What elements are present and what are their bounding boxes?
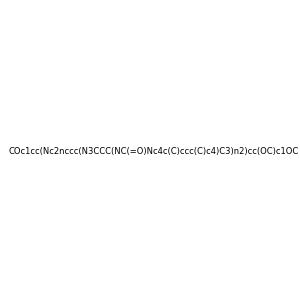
Text: COc1cc(Nc2nccc(N3CCC(NC(=O)Nc4c(C)ccc(C)c4)C3)n2)cc(OC)c1OC: COc1cc(Nc2nccc(N3CCC(NC(=O)Nc4c(C)ccc(C)… [9,147,299,156]
